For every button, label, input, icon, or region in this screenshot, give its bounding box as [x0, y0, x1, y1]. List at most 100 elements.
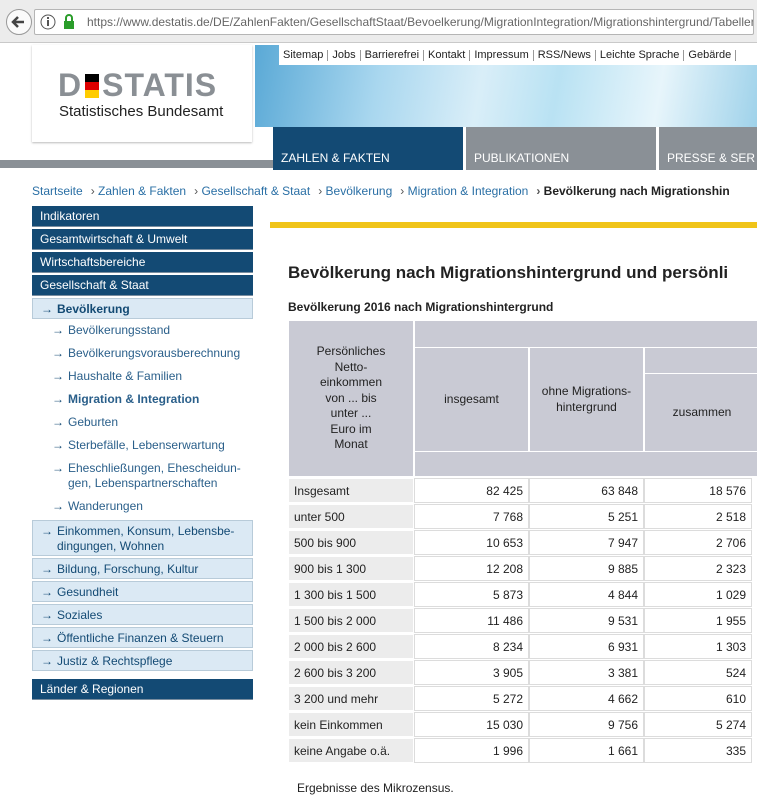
nav-section[interactable]: Justiz & Rechtspflege: [32, 650, 253, 671]
value-cell: 9 756: [529, 712, 644, 737]
breadcrumb: Startseite Zahlen & Fakten Gesellschaft & …: [32, 184, 738, 198]
service-link[interactable]: Impressum: [470, 49, 534, 61]
value-cell: 9 885: [529, 556, 644, 581]
nav-section[interactable]: Öffentliche Finanzen & Steuern: [32, 627, 253, 648]
value-cell: 7 947: [529, 530, 644, 555]
value-cell: 610: [644, 686, 752, 711]
service-link[interactable]: Barrierefrei: [361, 49, 425, 61]
value-cell: 18 576: [644, 478, 752, 503]
nav-subitem[interactable]: Geburten: [32, 415, 253, 430]
nav-subitem[interactable]: Bevölkerungsvorausberechnung: [32, 346, 253, 361]
header-subgroup-cell: [644, 347, 757, 374]
value-cell: 9 531: [529, 608, 644, 633]
nav-item[interactable]: Gesamtwirtschaft & Umwelt: [32, 229, 253, 250]
value-cell: 524: [644, 660, 752, 685]
nav-subitem[interactable]: Haushalte & Familien: [32, 369, 253, 384]
value-cell: 1 955: [644, 608, 752, 633]
breadcrumb-item: Bevölkerung nach Migrationshin: [536, 184, 729, 198]
nav-tab[interactable]: PUBLIKATIONEN: [466, 127, 656, 170]
value-cell: 4 844: [529, 582, 644, 607]
row-label: 1 500 bis 2 000: [288, 608, 414, 633]
nav-subitem[interactable]: Eheschließungen, Ehescheidun- gen, Leben…: [32, 461, 253, 491]
value-cell: 3 381: [529, 660, 644, 685]
column-header: ohne Migrations- hintergrund: [529, 347, 644, 452]
nav-subitem[interactable]: Migration & Integration: [32, 392, 253, 407]
value-cell: 2 518: [644, 504, 752, 529]
value-cell: 5 272: [414, 686, 529, 711]
nav-section-active[interactable]: Bevölkerung: [32, 298, 253, 319]
table-caption: Bevölkerung 2016 nach Migrationshintergr…: [288, 300, 554, 314]
breadcrumb-item[interactable]: Migration & Integration: [400, 184, 528, 198]
nav-tab[interactable]: PRESSE & SER: [659, 127, 757, 170]
service-link[interactable]: Kontakt: [424, 49, 471, 61]
row-label: 1 300 bis 1 500: [288, 582, 414, 607]
value-cell: 10 653: [414, 530, 529, 555]
breadcrumb-item[interactable]: Gesellschaft & Staat: [194, 184, 310, 198]
breadcrumb-item[interactable]: Zahlen & Fakten: [91, 184, 186, 198]
value-cell: 1 029: [644, 582, 752, 607]
nav-section[interactable]: Gesundheit: [32, 581, 253, 602]
header-strip: [0, 160, 275, 168]
value-cell: 63 848: [529, 478, 644, 503]
header-group-cell: [414, 320, 757, 348]
site-info-icons: [40, 14, 74, 30]
row-label: kein Einkommen: [288, 712, 414, 737]
logo-subtitle: Statistisches Bundesamt: [59, 103, 224, 120]
value-cell: 5 251: [529, 504, 644, 529]
service-link[interactable]: RSS/News: [534, 49, 596, 61]
row-label: 900 bis 1 300: [288, 556, 414, 581]
browser-toolbar: https://www.destatis.de/DE/ZahlenFakten/…: [0, 0, 757, 43]
row-label: unter 500: [288, 504, 414, 529]
row-label: 500 bis 900: [288, 530, 414, 555]
nav-item[interactable]: Indikatoren: [32, 206, 253, 227]
value-cell: 15 030: [414, 712, 529, 737]
row-label: Insgesamt: [288, 478, 414, 503]
value-cell: 335: [644, 738, 752, 763]
value-cell: 5 873: [414, 582, 529, 607]
nav-section[interactable]: Einkommen, Konsum, Lebensbe- dingungen, …: [32, 520, 253, 556]
nav-subitem[interactable]: Sterbefälle, Lebenserwartung: [32, 438, 253, 453]
nav-subitem[interactable]: Wanderungen: [32, 499, 253, 514]
breadcrumb-item[interactable]: Startseite: [32, 184, 83, 198]
value-cell: 4 662: [529, 686, 644, 711]
value-cell: 5 274: [644, 712, 752, 737]
service-link[interactable]: Jobs: [328, 49, 361, 61]
service-link[interactable]: Gebärde: [684, 49, 737, 61]
logo-wordmark: D STATIS: [58, 67, 217, 104]
nav-section[interactable]: Soziales: [32, 604, 253, 625]
nav-item[interactable]: Wirtschaftsbereiche: [32, 252, 253, 273]
row-label: 2 000 bis 2 600: [288, 634, 414, 659]
nav-tab[interactable]: ZAHLEN & FAKTEN: [273, 127, 463, 170]
address-bar[interactable]: https://www.destatis.de/DE/ZahlenFakten/…: [34, 9, 754, 35]
row-label: 2 600 bis 3 200: [288, 660, 414, 685]
service-link[interactable]: Leichte Sprache: [596, 49, 685, 61]
column-header: zusammen: [644, 373, 757, 452]
nav-item[interactable]: Gesellschaft & Staat: [32, 275, 253, 296]
accent-bar: [270, 222, 757, 228]
service-link[interactable]: Sitemap: [279, 49, 329, 61]
logo-part: STATIS: [102, 67, 218, 103]
footnote: Ergebnisse des Mikrozensus.: [297, 781, 454, 795]
nav-section[interactable]: Bildung, Forschung, Kultur: [32, 558, 253, 579]
value-cell: 1 996: [414, 738, 529, 763]
value-cell: 82 425: [414, 478, 529, 503]
nav-item[interactable]: Länder & Regionen: [32, 679, 253, 700]
nav-subitem[interactable]: Bevölkerungsstand: [32, 323, 253, 338]
breadcrumb-item[interactable]: Bevölkerung: [318, 184, 392, 198]
value-cell: 1 661: [529, 738, 644, 763]
value-cell: 2 706: [644, 530, 752, 555]
page-title: Bevölkerung nach Migrationshintergrund u…: [288, 263, 729, 282]
value-cell: 3 905: [414, 660, 529, 685]
back-button[interactable]: [6, 9, 32, 35]
logo-part: D: [58, 67, 83, 103]
value-cell: 2 323: [644, 556, 752, 581]
logo[interactable]: D STATIS Statistisches Bundesamt: [32, 45, 252, 142]
logo-flag: [85, 73, 100, 98]
column-header: insgesamt: [414, 347, 529, 452]
service-links: Sitemap Jobs Barrierefrei Kontakt Impressum R…: [279, 45, 757, 65]
value-cell: 8 234: [414, 634, 529, 659]
value-cell: 7 768: [414, 504, 529, 529]
value-cell: 1 303: [644, 634, 752, 659]
row-header-cell: Persönliches Netto- einkommen von ... bi…: [288, 320, 414, 477]
